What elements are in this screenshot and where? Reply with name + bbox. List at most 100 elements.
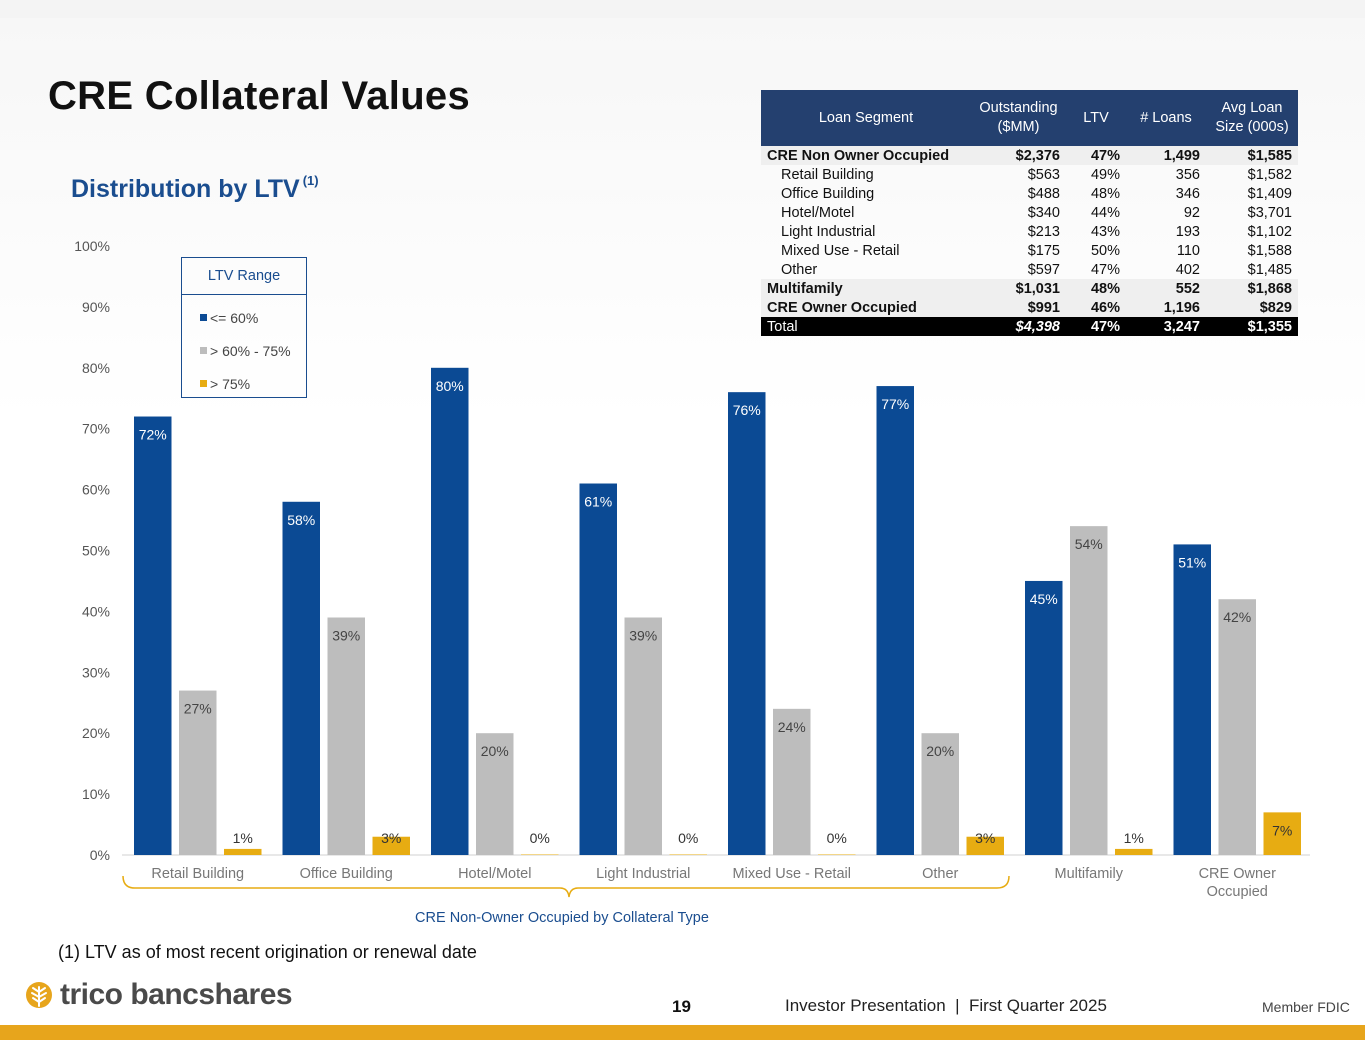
cell-avg-loan-size: $3,701 (1247, 204, 1292, 221)
bar-0 (134, 416, 172, 855)
cell-segment: CRE Owner Occupied (761, 298, 971, 317)
x-tick-label: CRE Owner (1199, 866, 1277, 882)
wheat-logo-icon (26, 982, 52, 1008)
data-label: 3% (381, 830, 401, 846)
data-label: 24% (778, 719, 806, 735)
table-row: Hotel/Motel $340 44% 92 $3,701 (761, 203, 1298, 222)
cell-ltv: 47% (1090, 261, 1120, 278)
cell-outstanding: $175 (1027, 242, 1060, 259)
cell-outstanding: $340 (1027, 204, 1060, 221)
data-label: 72% (139, 427, 167, 443)
cell-loans: 552 (1126, 279, 1206, 298)
cell-outstanding: $1,031 (971, 279, 1066, 298)
page-number: 19 (672, 997, 691, 1016)
bar-1 (1070, 526, 1108, 855)
cell-ltv: 50% (1090, 242, 1120, 259)
data-label: 20% (481, 743, 509, 759)
y-tick-label: 20% (82, 725, 110, 741)
header-avg-loan-size: Avg Loan Size (000s) (1206, 90, 1298, 146)
bar-2 (224, 848, 262, 855)
x-tick-label: Other (922, 866, 958, 882)
table-header-row: Loan Segment Outstanding ($MM) LTV # Loa… (761, 90, 1298, 146)
y-tick-label: 0% (90, 847, 110, 863)
cell-segment: Total (761, 317, 971, 336)
company-logo: trico bancshares (24, 978, 293, 1012)
cell-loans: 402 (1175, 261, 1200, 278)
data-label: 80% (436, 378, 464, 394)
subtitle-text: Distribution by LTV (71, 175, 300, 203)
y-tick-label: 50% (82, 543, 110, 559)
data-label: 39% (332, 627, 360, 643)
cell-avg-loan-size: $1,102 (1247, 223, 1292, 240)
cell-ltv: 44% (1090, 204, 1120, 221)
cell-segment: Hotel/Motel (781, 204, 855, 221)
y-tick-label: 30% (82, 664, 110, 680)
x-tick-label: Mixed Use - Retail (733, 866, 851, 882)
data-label: 0% (678, 830, 698, 846)
y-tick-label: 80% (82, 360, 110, 376)
logo-text: trico bancshares (60, 978, 293, 1011)
bar-0 (1025, 580, 1063, 855)
cell-ltv: 43% (1090, 223, 1120, 240)
loan-segment-table: Loan Segment Outstanding ($MM) LTV # Loa… (761, 90, 1298, 336)
bar-2 (1263, 812, 1301, 855)
legend-label: > 75% (210, 375, 251, 392)
cell-loans: 193 (1175, 223, 1200, 240)
bottom-accent-bar (0, 1025, 1365, 1040)
table-body: CRE Non Owner Occupied $2,376 47% 1,499 $1,5… (761, 146, 1298, 336)
legend-label: > 60% - 75% (210, 342, 291, 359)
cell-avg-loan-size: $1,585 (1206, 146, 1298, 165)
chart-legend: LTV Range <= 60% > 60% - 75% > 75% (181, 257, 307, 398)
cell-outstanding: $2,376 (971, 146, 1066, 165)
y-tick-label: 10% (82, 786, 110, 802)
cell-avg-loan-size: $829 (1206, 298, 1298, 317)
member-fdic: Member FDIC (1262, 999, 1350, 1015)
x-tick-label: Office Building (300, 866, 393, 882)
subtitle-footnote-marker: (1) (302, 173, 319, 188)
bottom-margin (0, 1040, 1365, 1055)
bar-0 (579, 483, 617, 855)
table-row: Light Industrial $213 43% 193 $1,102 (761, 222, 1298, 241)
y-tick-label: 40% (82, 603, 110, 619)
category-bracket (122, 875, 1010, 898)
cell-segment: CRE Non Owner Occupied (761, 146, 971, 165)
header-ltv: LTV (1066, 90, 1126, 146)
data-label: 1% (1124, 830, 1144, 846)
table-row: CRE Owner Occupied $991 46% 1,196 $829 (761, 298, 1298, 317)
cell-avg-loan-size: $1,588 (1247, 242, 1292, 259)
data-label: 54% (1075, 536, 1103, 552)
table-row: Other $597 47% 402 $1,485 (761, 260, 1298, 279)
bar-0 (282, 501, 320, 855)
data-label: 76% (733, 402, 761, 418)
bar-1 (179, 690, 217, 855)
data-label: 0% (827, 830, 847, 846)
bar-1 (476, 733, 514, 855)
data-label: 27% (184, 701, 212, 717)
data-label: 51% (1178, 554, 1206, 570)
legend-title: LTV Range (181, 257, 307, 295)
bar-2 (669, 854, 707, 855)
presentation-title: Investor Presentation | First Quarter 20… (785, 996, 1107, 1015)
cell-ltv: 48% (1066, 279, 1126, 298)
cell-segment: Retail Building (781, 166, 874, 183)
data-label: 45% (1030, 591, 1058, 607)
bar-0 (876, 386, 914, 855)
cell-avg-loan-size: $1,868 (1206, 279, 1298, 298)
cell-ltv: 46% (1066, 298, 1126, 317)
cell-outstanding: $213 (1027, 223, 1060, 240)
cell-segment: Other (781, 261, 818, 278)
bar-2 (372, 836, 410, 855)
header-loans: # Loans (1126, 90, 1206, 146)
cell-loans: 92 (1183, 204, 1200, 221)
cell-segment: Light Industrial (781, 223, 876, 240)
table-row: Retail Building $563 49% 356 $1,582 (761, 165, 1298, 184)
data-label: 42% (1223, 609, 1251, 625)
x-tick-label: Multifamily (1055, 866, 1124, 882)
cell-outstanding: $563 (1027, 166, 1060, 183)
cell-avg-loan-size: $1,355 (1206, 317, 1298, 336)
cell-loans: 346 (1175, 185, 1200, 202)
data-label: 77% (881, 396, 909, 412)
cell-segment: Office Building (781, 185, 875, 202)
legend-item: > 60% - 75% (182, 334, 306, 367)
data-label: 1% (233, 830, 253, 846)
